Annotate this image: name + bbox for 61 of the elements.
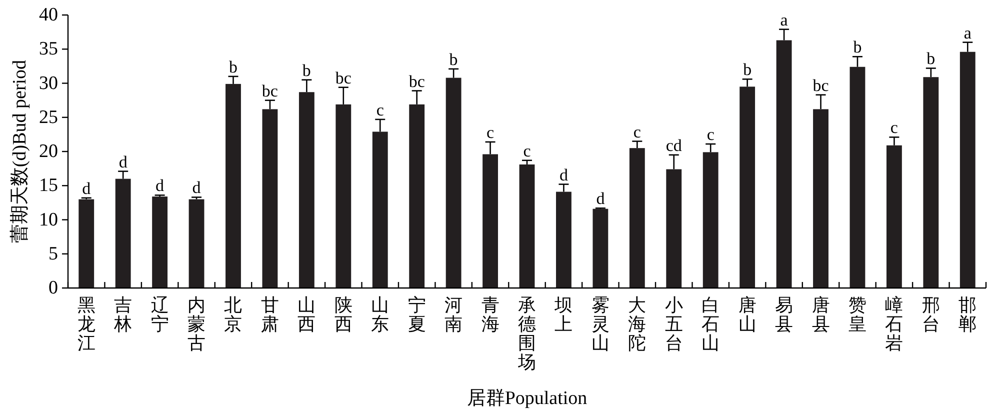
x-tick-label: 黑龙江 bbox=[77, 295, 96, 353]
y-tick-label: 30 bbox=[39, 72, 58, 94]
x-tick-label: 青海 bbox=[481, 295, 500, 334]
x-tick-label: 嶂石岩 bbox=[885, 295, 904, 353]
x-tick-label: 雾灵山 bbox=[591, 295, 610, 353]
data-label: c bbox=[633, 122, 642, 142]
data-label: c bbox=[523, 141, 532, 160]
x-tick-label: 山东 bbox=[371, 295, 390, 334]
data-label: a bbox=[964, 23, 972, 42]
data-label: c bbox=[486, 122, 495, 142]
x-axis-title: 居群Population bbox=[466, 388, 588, 409]
y-tick-label: 20 bbox=[39, 141, 58, 162]
data-label: b bbox=[926, 49, 936, 68]
data-label: bc bbox=[335, 68, 352, 88]
y-tick-label: 35 bbox=[39, 38, 58, 60]
data-label: c bbox=[706, 124, 715, 144]
x-tick-label: 山西 bbox=[298, 295, 316, 334]
x-tick-label: 陕西 bbox=[334, 295, 352, 334]
x-tick-label: 唐县 bbox=[812, 295, 830, 334]
x-tick-label: 吉林 bbox=[113, 295, 132, 334]
data-label: d bbox=[559, 165, 568, 184]
data-label: b bbox=[853, 38, 862, 57]
data-label: b bbox=[302, 60, 311, 80]
data-label: bc bbox=[262, 81, 278, 100]
y-tick-label: 0 bbox=[48, 278, 58, 298]
data-label: a bbox=[780, 10, 788, 30]
data-label: d bbox=[192, 178, 202, 198]
x-tick-label: 邯郸 bbox=[958, 295, 977, 334]
data-label: c bbox=[376, 100, 384, 120]
data-label: bc bbox=[812, 76, 830, 95]
x-tick-label: 河南 bbox=[444, 295, 463, 334]
x-tick-label: 甘肃 bbox=[260, 295, 279, 334]
x-tick-label: 唐山 bbox=[738, 295, 756, 334]
data-label: b bbox=[743, 60, 752, 80]
x-tick-label: 白石山 bbox=[702, 295, 720, 353]
x-tick-label: 辽宁 bbox=[150, 295, 169, 334]
x-tick-label: 小五台 bbox=[664, 295, 683, 353]
data-label: d bbox=[118, 152, 128, 172]
x-tick-label: 宁夏 bbox=[408, 295, 426, 334]
data-label: b bbox=[228, 57, 238, 76]
data-label: d bbox=[596, 189, 606, 208]
y-tick-label: 15 bbox=[39, 175, 58, 196]
data-label: bc bbox=[408, 72, 426, 91]
y-tick-label: 25 bbox=[39, 106, 58, 128]
x-tick-label: 承德围场 bbox=[517, 295, 536, 372]
y-axis-title: 蕾期天数(d)Bud period bbox=[10, 59, 30, 244]
y-tick-label: 40 bbox=[39, 4, 58, 26]
data-label: d bbox=[156, 176, 165, 196]
x-tick-label: 内蒙古 bbox=[188, 295, 206, 353]
data-label: c bbox=[890, 118, 898, 138]
x-tick-label: 赞皇 bbox=[848, 295, 866, 334]
y-tick-label: 5 bbox=[48, 243, 58, 264]
x-tick-label: 北京 bbox=[224, 295, 242, 334]
data-label: cd bbox=[666, 136, 682, 155]
x-tick-label: 易县 bbox=[775, 295, 794, 334]
y-tick-label: 10 bbox=[39, 209, 58, 230]
x-tick-label: 大海陀 bbox=[628, 295, 646, 353]
data-label: b bbox=[449, 50, 458, 69]
data-label: d bbox=[82, 178, 92, 198]
x-tick-label: 邢台 bbox=[922, 295, 940, 334]
x-tick-label: 坝上 bbox=[554, 295, 573, 334]
